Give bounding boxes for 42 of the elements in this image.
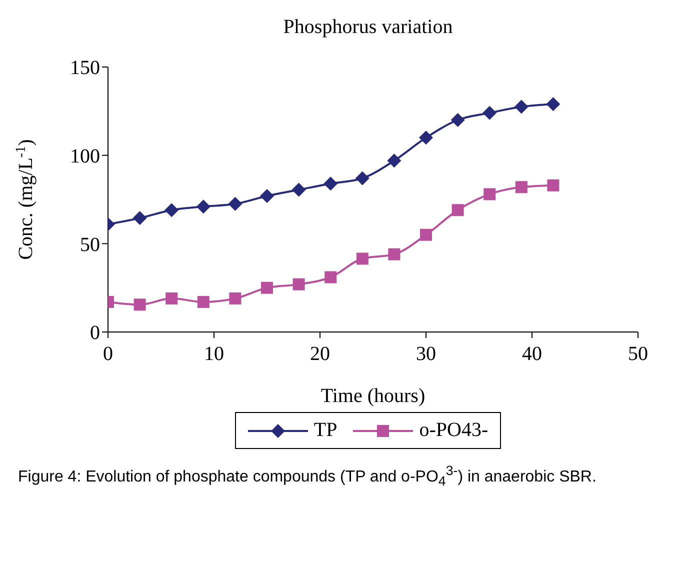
- point: [387, 154, 402, 168]
- point: [164, 203, 179, 218]
- point: [324, 271, 337, 284]
- point: [482, 106, 497, 120]
- point: [196, 200, 210, 214]
- point: [515, 181, 528, 194]
- x-axis-title: Time (hours): [320, 385, 426, 407]
- point: [324, 176, 338, 191]
- x-tick-label: 50: [628, 343, 648, 366]
- legend-label: o-PO43-: [419, 419, 488, 442]
- y-tick-label: 150: [70, 57, 100, 80]
- point: [261, 282, 273, 294]
- point: [514, 100, 528, 114]
- point: [292, 182, 306, 197]
- point: [228, 196, 242, 211]
- point: [547, 179, 560, 192]
- x-tick-label: 20: [310, 343, 330, 366]
- point: [166, 292, 178, 304]
- point: [132, 211, 147, 226]
- point: [419, 130, 433, 145]
- point: [452, 204, 464, 216]
- x-tick-label: 30: [416, 343, 436, 366]
- legend-label: TP: [314, 419, 338, 442]
- point: [260, 188, 274, 203]
- y-tick-label: 0: [90, 322, 100, 344]
- x-tick-label: 10: [204, 343, 224, 366]
- point: [292, 278, 305, 290]
- chart-title: Phosphorus variation: [282, 16, 454, 39]
- y-tick-label: 100: [70, 145, 100, 168]
- point: [484, 188, 496, 200]
- point: [450, 113, 465, 127]
- point: [420, 228, 432, 241]
- caption: Figure 4: Evolution of phosphate compounds (TP and o-PO$_{4}$$^{3-}$) in anaerobic SBR.: [17, 462, 598, 491]
- point: [356, 252, 368, 265]
- point: [134, 298, 146, 311]
- x-tick-label: 40: [522, 343, 542, 366]
- point: [546, 97, 560, 112]
- point: [229, 292, 242, 304]
- point: [355, 171, 370, 186]
- y-tick-label: 50: [80, 234, 100, 256]
- point: [388, 248, 400, 260]
- point: [197, 296, 210, 308]
